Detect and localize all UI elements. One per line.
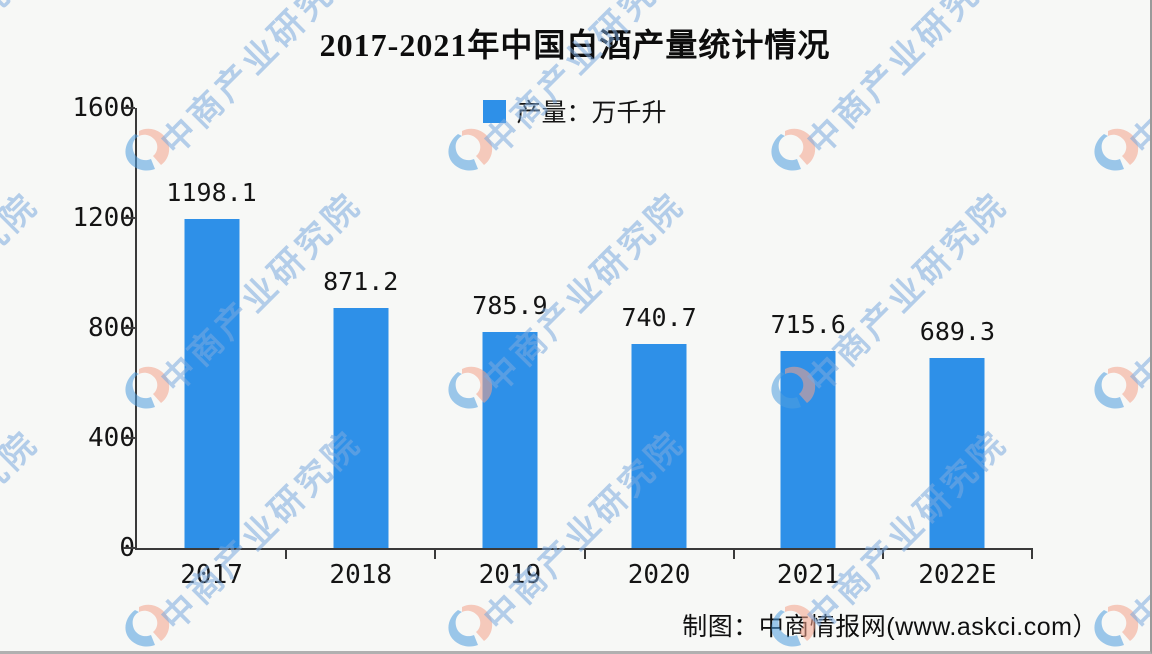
chart-title: 2017-2021年中国白酒产量统计情况 xyxy=(319,27,831,63)
y-axis-label: 800 xyxy=(88,313,135,343)
askci-logo-icon xyxy=(1093,127,1139,178)
bar-slot: 740.7 2020 xyxy=(585,108,734,590)
y-axis-label: 0 xyxy=(25,533,135,563)
watermark-text: 中商产业研究院 xyxy=(1123,185,1152,401)
x-axis-tick xyxy=(1031,548,1033,559)
bar-2021 xyxy=(780,351,836,548)
y-axis-tick xyxy=(123,217,135,219)
bar-2022E xyxy=(929,358,985,548)
y-axis-tick xyxy=(123,547,135,549)
bar-slot: 689.3 2022E xyxy=(883,108,1032,590)
askci-logo-icon xyxy=(447,603,493,651)
x-axis-tick xyxy=(583,548,586,559)
plot-area: 1198.1 2017 871.2 2018 785.9 2019 740.7 2020 715… xyxy=(72,93,1033,591)
bar-2018 xyxy=(333,308,389,548)
x-axis-label: 2018 xyxy=(329,560,393,590)
legend-swatch-icon xyxy=(483,99,507,123)
bar-value-label: 715.6 xyxy=(770,310,846,340)
bar-2019 xyxy=(482,331,538,548)
x-axis-tick xyxy=(434,548,437,559)
x-axis-tick xyxy=(285,548,288,559)
legend: 产量：万千升 xyxy=(0,93,1150,129)
bar-slot: 785.9 2019 xyxy=(435,108,584,590)
x-axis-label: 2022E xyxy=(918,560,997,590)
x-axis-tick xyxy=(732,548,735,559)
x-axis-tick xyxy=(881,548,884,559)
askci-logo-icon xyxy=(1093,365,1139,416)
bar-slot: 871.2 2018 xyxy=(286,108,435,590)
bar-slot: 715.6 2021 xyxy=(734,108,883,590)
bar-2017 xyxy=(184,218,240,548)
bar-value-label: 689.3 xyxy=(919,317,996,347)
y-axis-label: 1200 xyxy=(72,203,135,233)
legend-label: 产量：万千升 xyxy=(516,99,667,127)
y-axis-tick xyxy=(123,437,135,439)
x-axis-label: 2019 xyxy=(478,560,542,590)
bar-value-label: 785.9 xyxy=(472,290,548,320)
bar-slot: 1198.1 2017 xyxy=(137,108,286,591)
y-axis-tick xyxy=(123,107,135,109)
source-credit: 制图：中商情报网(www.askci.com） xyxy=(682,613,1098,641)
x-axis-label: 2020 xyxy=(627,560,691,590)
x-axis-label: 2021 xyxy=(776,560,840,590)
x-axis-label: 2017 xyxy=(180,560,243,590)
bar-value-label: 1198.1 xyxy=(166,177,257,207)
y-axis-label: 400 xyxy=(88,423,135,453)
askci-logo-icon xyxy=(1093,603,1139,651)
bar-value-label: 740.7 xyxy=(621,303,697,333)
watermark-text: 中商产业研究院 xyxy=(1123,423,1152,639)
bar-value-label: 871.2 xyxy=(323,267,399,297)
askci-logo-icon xyxy=(124,603,170,651)
y-axis-tick xyxy=(123,327,135,329)
bar-2020 xyxy=(631,344,687,548)
